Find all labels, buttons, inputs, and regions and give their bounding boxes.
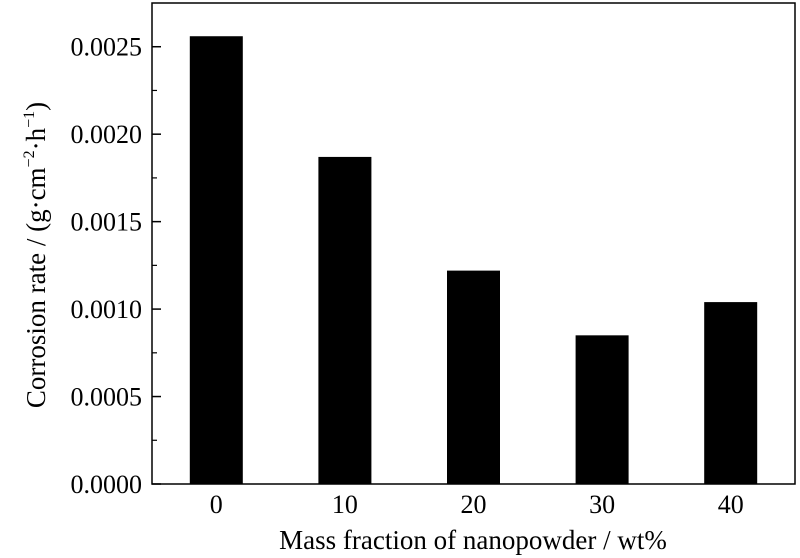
y-axis-label: Corrosion rate / (g·cm−2·h−1) — [21, 102, 51, 408]
x-tick-label: 0 — [210, 490, 223, 519]
y-tick-label: 0.0015 — [71, 208, 143, 237]
x-tick-label: 40 — [718, 490, 744, 519]
y-tick-label: 0.0025 — [71, 33, 143, 62]
x-tick-label: 20 — [461, 490, 487, 519]
y-tick-label: 0.0000 — [71, 470, 143, 499]
y-tick-label: 0.0005 — [71, 383, 143, 412]
bar — [189, 36, 243, 484]
bar — [704, 302, 758, 484]
y-tick-label: 0.0010 — [71, 295, 143, 324]
bar — [447, 270, 500, 484]
x-tick-label: 30 — [589, 490, 615, 519]
y-axis: 0.0000 0.0005 0.0010 0.0015 0.0020 0.0025 — [71, 33, 161, 499]
y-tick-label: 0.0020 — [71, 120, 143, 149]
x-axis-label: Mass fraction of nanopowder / wt% — [279, 525, 667, 555]
x-tick-label: 10 — [332, 490, 358, 519]
bar — [575, 335, 629, 484]
x-axis: 0 10 20 30 40 — [210, 476, 744, 519]
bars-group — [189, 36, 758, 485]
bar — [318, 156, 372, 485]
